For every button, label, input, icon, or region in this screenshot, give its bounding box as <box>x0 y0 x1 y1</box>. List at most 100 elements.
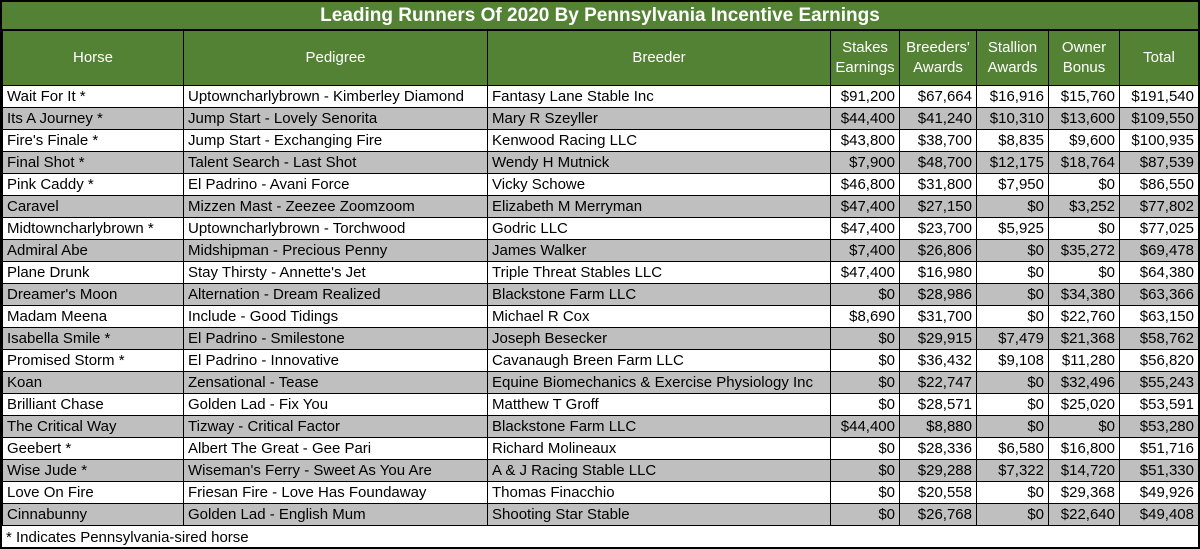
cell-breeders-awards: $26,768 <box>899 503 977 526</box>
table-row: The Critical Way Tizway - Critical Factor… <box>2 415 1198 438</box>
cell-pedigree: Include - Good Tidings <box>183 305 488 328</box>
cell-breeder: Richard Molineaux <box>487 437 831 460</box>
cell-stallion-awards: $16,916 <box>976 85 1049 108</box>
cell-owner-bonus: $0 <box>1048 415 1120 438</box>
cell-owner-bonus: $14,720 <box>1048 459 1120 482</box>
cell-horse: Dreamer's Moon <box>2 283 184 306</box>
cell-breeders-awards: $28,336 <box>899 437 977 460</box>
table-row: Koan Zensational - Tease Equine Biomechani… <box>2 371 1198 394</box>
cell-stallion-awards: $0 <box>976 415 1049 438</box>
cell-breeder: Equine Biomechanics & Exercise Physiolog… <box>487 371 831 394</box>
table-row: Final Shot * Talent Search - Last Shot Wen… <box>2 151 1198 174</box>
cell-owner-bonus: $18,764 <box>1048 151 1120 174</box>
table-row: Isabella Smile * El Padrino - Smilestone J… <box>2 327 1198 350</box>
cell-stakes-earnings: $0 <box>830 327 900 350</box>
cell-stakes-earnings: $46,800 <box>830 173 900 196</box>
cell-breeder: Fantasy Lane Stable Inc <box>487 85 831 108</box>
column-header-total: Total <box>1119 30 1198 86</box>
cell-stakes-earnings: $7,400 <box>830 239 900 262</box>
cell-owner-bonus: $22,640 <box>1048 503 1120 526</box>
cell-stallion-awards: $10,310 <box>976 107 1049 130</box>
cell-pedigree: Golden Lad - English Mum <box>183 503 488 526</box>
cell-horse: Madam Meena <box>2 305 184 328</box>
cell-stakes-earnings: $43,800 <box>830 129 900 152</box>
cell-total: $49,408 <box>1119 503 1198 526</box>
cell-pedigree: Uptowncharlybrown - Kimberley Diamond <box>183 85 488 108</box>
cell-horse: Brilliant Chase <box>2 393 184 416</box>
column-header-stallion-awards: Stallion Awards <box>976 30 1049 86</box>
cell-pedigree: Mizzen Mast - Zeezee Zoomzoom <box>183 195 488 218</box>
cell-stallion-awards: $9,108 <box>976 349 1049 372</box>
cell-stakes-earnings: $47,400 <box>830 217 900 240</box>
cell-breeder: A & J Racing Stable LLC <box>487 459 831 482</box>
cell-horse: Koan <box>2 371 184 394</box>
cell-breeders-awards: $28,986 <box>899 283 977 306</box>
cell-horse: Wait For It * <box>2 85 184 108</box>
cell-pedigree: Stay Thirsty - Annette's Jet <box>183 261 488 284</box>
table-row: Cinnabunny Golden Lad - English Mum Shooti… <box>2 503 1198 526</box>
cell-total: $191,540 <box>1119 85 1198 108</box>
cell-pedigree: Tizway - Critical Factor <box>183 415 488 438</box>
cell-pedigree: Uptowncharlybrown - Torchwood <box>183 217 488 240</box>
cell-stallion-awards: $0 <box>976 239 1049 262</box>
cell-breeders-awards: $16,980 <box>899 261 977 284</box>
cell-stallion-awards: $0 <box>976 371 1049 394</box>
table-row: Brilliant Chase Golden Lad - Fix You Matth… <box>2 393 1198 416</box>
cell-owner-bonus: $9,600 <box>1048 129 1120 152</box>
cell-breeder: James Walker <box>487 239 831 262</box>
cell-breeder: Cavanaugh Breen Farm LLC <box>487 349 831 372</box>
cell-stakes-earnings: $44,400 <box>830 415 900 438</box>
cell-breeder: Mary R Szeyller <box>487 107 831 130</box>
cell-pedigree: Golden Lad - Fix You <box>183 393 488 416</box>
cell-horse: Final Shot * <box>2 151 184 174</box>
cell-breeders-awards: $22,747 <box>899 371 977 394</box>
column-header-owner-bonus: Owner Bonus <box>1048 30 1120 86</box>
cell-stallion-awards: $0 <box>976 261 1049 284</box>
cell-breeders-awards: $26,806 <box>899 239 977 262</box>
cell-owner-bonus: $0 <box>1048 261 1120 284</box>
cell-pedigree: Midshipman - Precious Penny <box>183 239 488 262</box>
cell-horse: Admiral Abe <box>2 239 184 262</box>
cell-total: $49,926 <box>1119 481 1198 504</box>
cell-breeder: Triple Threat Stables LLC <box>487 261 831 284</box>
cell-stallion-awards: $8,835 <box>976 129 1049 152</box>
cell-breeder: Blackstone Farm LLC <box>487 415 831 438</box>
cell-owner-bonus: $25,020 <box>1048 393 1120 416</box>
cell-owner-bonus: $15,760 <box>1048 85 1120 108</box>
table-row: Love On Fire Friesan Fire - Love Has Foun… <box>2 481 1198 504</box>
cell-pedigree: Alternation - Dream Realized <box>183 283 488 306</box>
cell-owner-bonus: $32,496 <box>1048 371 1120 394</box>
cell-stallion-awards: $12,175 <box>976 151 1049 174</box>
table-row: Promised Storm * El Padrino - Innovative C… <box>2 349 1198 372</box>
cell-breeder: Joseph Besecker <box>487 327 831 350</box>
table-row: Plane Drunk Stay Thirsty - Annette's Jet T… <box>2 261 1198 284</box>
cell-owner-bonus: $3,252 <box>1048 195 1120 218</box>
cell-pedigree: Zensational - Tease <box>183 371 488 394</box>
cell-breeder: Wendy H Mutnick <box>487 151 831 174</box>
cell-breeders-awards: $29,915 <box>899 327 977 350</box>
cell-horse: Geebert * <box>2 437 184 460</box>
cell-horse: Caravel <box>2 195 184 218</box>
cell-owner-bonus: $21,368 <box>1048 327 1120 350</box>
cell-owner-bonus: $0 <box>1048 217 1120 240</box>
cell-pedigree: Jump Start - Exchanging Fire <box>183 129 488 152</box>
cell-total: $69,478 <box>1119 239 1198 262</box>
cell-total: $51,330 <box>1119 459 1198 482</box>
cell-breeder: Blackstone Farm LLC <box>487 283 831 306</box>
earnings-table: Horse Pedigree Breeder Stakes Earnings Breed… <box>2 30 1198 526</box>
cell-breeders-awards: $38,700 <box>899 129 977 152</box>
column-header-breeders-awards: Breeders' Awards <box>899 30 977 86</box>
cell-total: $63,366 <box>1119 283 1198 306</box>
page-title: Leading Runners Of 2020 By Pennsylvania … <box>2 2 1198 30</box>
cell-breeders-awards: $36,432 <box>899 349 977 372</box>
cell-stakes-earnings: $91,200 <box>830 85 900 108</box>
cell-breeders-awards: $27,150 <box>899 195 977 218</box>
column-header-breeder: Breeder <box>487 30 831 86</box>
table-body: Wait For It * Uptowncharlybrown - Kimberl… <box>2 85 1198 526</box>
cell-stallion-awards: $6,580 <box>976 437 1049 460</box>
cell-pedigree: Jump Start - Lovely Senorita <box>183 107 488 130</box>
cell-stakes-earnings: $7,900 <box>830 151 900 174</box>
cell-stallion-awards: $0 <box>976 503 1049 526</box>
cell-horse: Plane Drunk <box>2 261 184 284</box>
cell-stakes-earnings: $0 <box>830 393 900 416</box>
